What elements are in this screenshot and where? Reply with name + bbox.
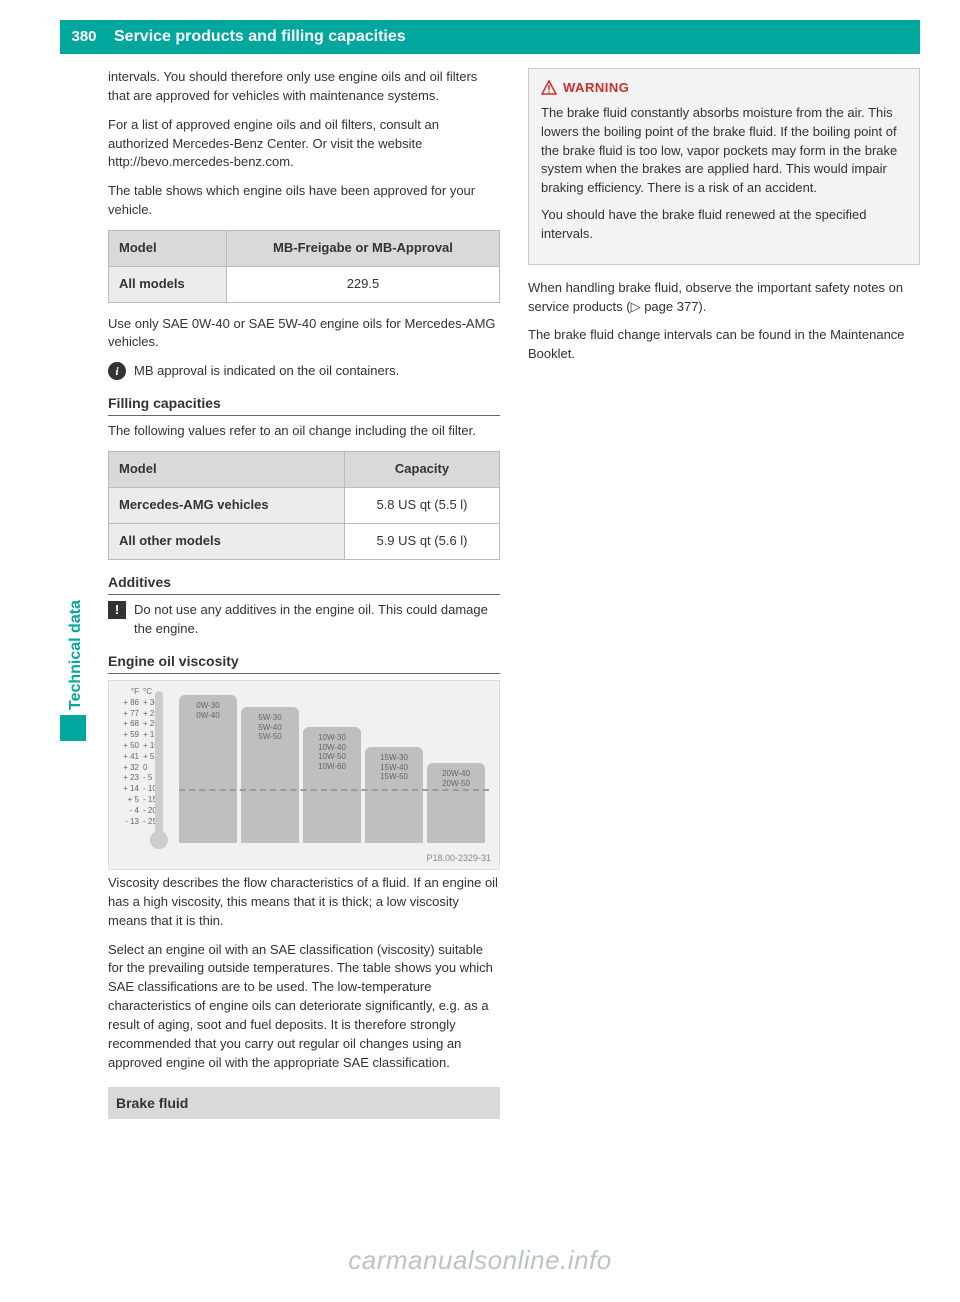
- subheading: Additives: [108, 572, 500, 595]
- approval-table: Model MB-Freigabe or MB-Approval All mod…: [108, 230, 500, 303]
- exclamation-note: ! Do not use any additives in the engine…: [108, 601, 500, 639]
- footer-watermark: carmanualsonline.info: [0, 1242, 960, 1280]
- section-heading: Brake fluid: [108, 1087, 500, 1119]
- page-title: Service products and filling capacities: [108, 25, 406, 48]
- viscosity-diagram: °F°C+ 86+ 30+ 77+ 25+ 68+ 20+ 59+ 15+ 50…: [108, 680, 500, 870]
- diagram-axis: °F°C+ 86+ 30+ 77+ 25+ 68+ 20+ 59+ 15+ 50…: [117, 687, 159, 827]
- subheading: Engine oil viscosity: [108, 651, 500, 674]
- body-text: The table shows which engine oils have b…: [108, 182, 500, 220]
- page-number: 380: [60, 26, 108, 48]
- table-header: Model: [109, 452, 345, 488]
- table-cell: Mercedes-AMG vehicles: [109, 488, 345, 524]
- warning-box: WARNING The brake fluid constantly absor…: [528, 68, 920, 265]
- table-cell: 5.8 US qt (5.5 l): [344, 488, 499, 524]
- warning-label: WARNING: [563, 79, 629, 98]
- body-text: Select an engine oil with an SAE classif…: [108, 941, 500, 1073]
- warning-heading: WARNING: [541, 79, 907, 98]
- body-text: The brake fluid change intervals can be …: [528, 326, 920, 364]
- warning-text: You should have the brake fluid renewed …: [541, 206, 907, 244]
- info-note: i MB approval is indicated on the oil co…: [108, 362, 500, 381]
- table-cell: All other models: [109, 523, 345, 559]
- table-header: Model: [109, 230, 227, 266]
- side-tab-marker: [60, 715, 86, 741]
- body-text: For a list of approved engine oils and o…: [108, 116, 500, 173]
- side-tab: Technical data: [60, 555, 86, 715]
- warning-text: The brake fluid constantly absorbs moist…: [541, 104, 907, 198]
- body-text: Use only SAE 0W-40 or SAE 5W-40 engine o…: [108, 315, 500, 353]
- body-text: When handling brake fluid, observe the i…: [528, 279, 920, 317]
- body-text: Viscosity describes the flow characteris…: [108, 874, 500, 931]
- table-header: MB-Freigabe or MB-Approval: [226, 230, 499, 266]
- exclamation-text: Do not use any additives in the engine o…: [134, 601, 500, 639]
- exclamation-icon: !: [108, 601, 126, 619]
- thermometer-icon: [155, 691, 163, 841]
- info-text: MB approval is indicated on the oil cont…: [134, 362, 399, 381]
- warning-icon: [541, 80, 557, 96]
- diagram-dashes: [179, 789, 489, 791]
- table-cell: 229.5: [226, 266, 499, 302]
- table-header: Capacity: [344, 452, 499, 488]
- table-cell: All models: [109, 266, 227, 302]
- body-text: The following values refer to an oil cha…: [108, 422, 500, 441]
- info-icon: i: [108, 362, 126, 380]
- side-tab-label: Technical data: [64, 550, 87, 710]
- subheading: Filling capacities: [108, 393, 500, 416]
- page-header: 380 Service products and filling capacit…: [60, 20, 920, 54]
- diagram-bottles: 0W-30 0W-405W-30 5W-40 5W-5010W-30 10W-4…: [179, 695, 485, 843]
- diagram-code: P18.00-2329-31: [426, 852, 491, 865]
- capacity-table: Model Capacity Mercedes-AMG vehicles 5.8…: [108, 451, 500, 560]
- table-cell: 5.9 US qt (5.6 l): [344, 523, 499, 559]
- content-area: intervals. You should therefore only use…: [108, 68, 920, 1232]
- body-text: intervals. You should therefore only use…: [108, 68, 500, 106]
